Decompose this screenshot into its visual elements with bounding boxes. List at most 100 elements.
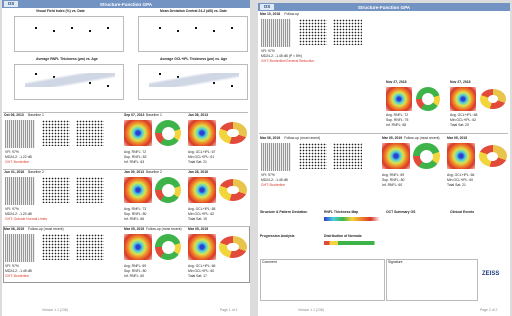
vf-md: MD24-2: -1.20 dB — [5, 212, 32, 216]
gcl-date: Mar 05, 2019 — [447, 136, 468, 140]
vf-vfi: VFI: 97% — [5, 207, 19, 211]
page-2: OS Structure-Function GPA Mar 10, 2018 Fo… — [258, 3, 510, 316]
gcl-value: Min GCL+IPL: 60 — [188, 269, 215, 273]
plot-point — [231, 27, 233, 29]
legend-title: Structure & Pattern Deviation — [260, 210, 308, 214]
eye-tab: OS — [4, 1, 18, 7]
gcl-date: Jan 08, 2013 — [188, 113, 208, 117]
gcl-value: Min GCL+IPL: 62 — [450, 118, 477, 122]
gcl-map — [450, 87, 476, 111]
rnfl-date: Nov 27, 2018 — [386, 80, 407, 84]
plot-point — [53, 30, 55, 32]
rnfl-value: Avg. RNFL: 69 — [124, 264, 147, 268]
gcl-value: Min GCL+IPL: 61 — [188, 155, 215, 159]
rnfl-value: Sup. RNFL: 83 — [124, 155, 147, 159]
pattern-deviation — [76, 177, 104, 203]
vf-vfi: VFI: 97% — [5, 150, 19, 154]
vf-ght: GHT: Borderline — [5, 274, 30, 278]
gcl-value: Avg. GCL+IPL: 66 — [188, 264, 216, 268]
gcl-value: Avg. GCL+IPL: 68 — [450, 113, 478, 117]
exam-date: Mar 10, 2018 — [260, 12, 281, 16]
gcl-value: Total Sat: 19 — [188, 217, 207, 221]
gcl-value: Min GCL+IPL: 60 — [447, 178, 474, 182]
rnfl-value: Inf. RNFL: 60 — [124, 274, 145, 278]
rnfl-sectors — [416, 87, 440, 111]
exam-frame — [3, 226, 250, 283]
rnfl-value: Inf. RNFL: 66 — [124, 217, 145, 221]
plot-title: Average GCL+IPL Thickness (µm) vs. Age — [160, 57, 228, 61]
gcl-value: Total Sat: 21 — [447, 183, 466, 187]
gcl-date: Nov 27, 2018 — [450, 80, 471, 84]
legend-title: Clinical Events — [450, 210, 475, 214]
gcl-map — [447, 143, 476, 170]
gcl-date: Jan 28, 2016 — [188, 170, 208, 174]
header-bar: OS Structure-Function GPA — [2, 0, 250, 8]
legend-title: Progression Analysis — [260, 234, 295, 238]
legend-title: RNFL Thickness Map — [324, 210, 359, 214]
gcl-map — [188, 177, 216, 203]
gcl-map — [188, 120, 216, 146]
gcl-value: Total Sat: 20 — [450, 123, 469, 127]
vf-ght: GHT: Outside Normal Limits — [5, 217, 48, 221]
rnfl-value: Avg. RNFL: 69 — [381, 173, 405, 177]
exam-label: Follow-up (most recent) — [28, 227, 64, 231]
pattern-deviation — [76, 234, 104, 260]
exam-label: Baseline 2 — [28, 170, 44, 174]
rnfl-value: Inf. RNFL: 60 — [381, 183, 403, 187]
grayscale-field — [5, 234, 35, 262]
pattern-deviation — [333, 19, 362, 46]
rnfl-sectors — [155, 120, 181, 146]
page-title: Structure-Function GPA — [357, 4, 411, 10]
gcl-value: Total Sat: 21 — [188, 160, 207, 164]
rnfl-value: Sup. RNFL: 80 — [124, 212, 147, 216]
plot-point — [35, 27, 37, 29]
plot-point — [159, 27, 161, 29]
rnfl-sectors — [155, 177, 181, 203]
rnfl-value: Sup. RNFL: 80 — [381, 178, 405, 182]
plot-point — [71, 27, 73, 29]
rnfl-value: Inf. RNFL: 63 — [124, 160, 145, 164]
exam-date: Mar 06, 2019 — [260, 136, 281, 140]
vf-md: MD24-2: -1.45 dB (P < 5%) — [261, 54, 302, 58]
grayscale-field — [261, 19, 292, 48]
vf-ght: GHT: Borderline — [5, 160, 30, 164]
page-1: OS Structure-Function GPA Visual Field I… — [2, 0, 250, 316]
gcl-sectors — [480, 89, 506, 109]
plot-title: Mean Deviation Central 24-2 (dB) vs. Dat… — [160, 9, 227, 13]
trend-plot — [14, 64, 124, 100]
rnfl-value: Sup. RNFL: 75 — [386, 118, 409, 122]
header-bar: OS Structure-Function GPA — [258, 3, 510, 11]
gcl-map — [188, 234, 216, 260]
total-deviation — [42, 234, 70, 260]
rnfl-value: Avg. RNFL: 73 — [124, 207, 147, 211]
trend-plot — [138, 64, 248, 100]
exam-label: Follow-up — [284, 12, 300, 16]
exam-frame — [259, 133, 508, 204]
trend-band — [149, 73, 239, 87]
trend-band — [25, 73, 115, 87]
rnfl-sectors — [155, 234, 181, 260]
gcl-value: Avg. GCL+IPL: 66 — [447, 173, 475, 177]
gcl-value: Total Sat: 17 — [188, 274, 207, 278]
plot-point — [177, 30, 179, 32]
plot-point — [107, 27, 109, 29]
total-deviation — [42, 120, 70, 146]
signature-box — [386, 259, 478, 301]
grayscale-field — [5, 177, 35, 205]
trend-plot — [14, 16, 124, 52]
footer: Version 1.1 (138) — [298, 308, 324, 312]
comment-box — [260, 259, 385, 301]
plot-title: Average RNFL Thickness (µm) vs. Age — [36, 57, 98, 61]
rnfl-date: Sep 07, 2013 — [124, 113, 145, 117]
exam-date: Oct 06, 2013 — [4, 113, 24, 117]
gcl-value: Avg. GCL+IPL: 68 — [188, 207, 216, 211]
vf-vfi: VFI: 97% — [261, 173, 275, 177]
vf-md: MD24-2: -1.45 dB — [5, 269, 32, 273]
exam-frame — [3, 169, 248, 225]
total-deviation — [42, 177, 70, 203]
rnfl-map — [124, 120, 152, 146]
exam-date: Jun 01, 2016 — [4, 170, 25, 174]
rnfl-label: Follow-up (most recent) — [146, 227, 182, 231]
vf-vfi: VFI: 97% — [5, 264, 19, 268]
